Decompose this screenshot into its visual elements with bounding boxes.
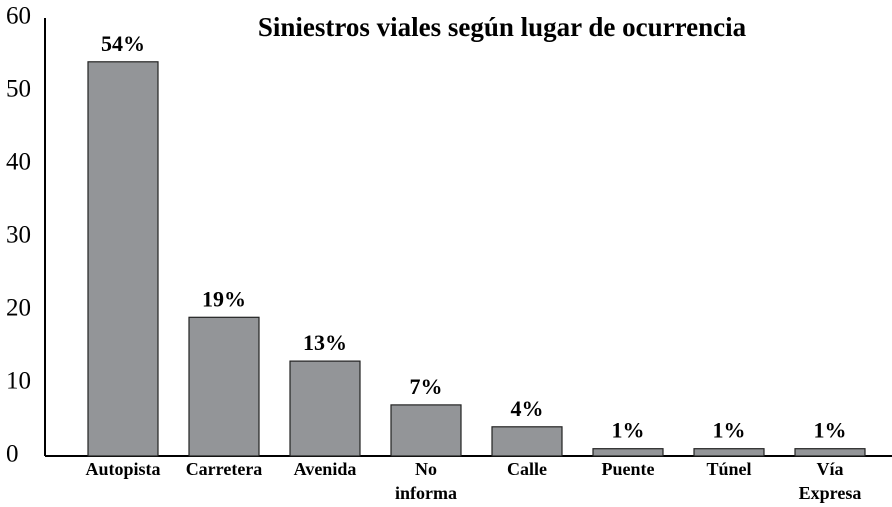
value-label: 1% bbox=[713, 418, 746, 443]
value-label: 19% bbox=[202, 286, 246, 311]
value-label: 13% bbox=[303, 330, 347, 355]
bar bbox=[188, 316, 260, 457]
y-tick-label: 10 bbox=[6, 368, 31, 395]
x-tick-label: Vía Expresa bbox=[799, 459, 862, 503]
x-tick-label: No informa bbox=[395, 459, 457, 503]
y-tick-label: 30 bbox=[6, 222, 31, 249]
bar bbox=[693, 448, 765, 457]
value-label: 54% bbox=[101, 31, 145, 56]
x-tick-label: Puente bbox=[602, 459, 655, 479]
y-tick-label: 0 bbox=[6, 441, 19, 468]
y-tick-label: 20 bbox=[6, 295, 31, 322]
x-tick-label: Carretera bbox=[186, 459, 263, 479]
y-tick-label: 50 bbox=[6, 76, 31, 103]
bar bbox=[794, 448, 866, 457]
bar bbox=[87, 61, 159, 457]
y-tick-label: 40 bbox=[6, 149, 31, 176]
bar bbox=[289, 360, 361, 457]
value-label: 4% bbox=[511, 396, 544, 421]
bar bbox=[491, 426, 563, 457]
value-label: 1% bbox=[612, 418, 645, 443]
value-label: 1% bbox=[814, 418, 847, 443]
x-tick-label: Calle bbox=[507, 459, 547, 479]
bar bbox=[592, 448, 664, 457]
x-tick-label: Avenida bbox=[294, 459, 357, 479]
chart-title: Siniestros viales según lugar de ocurren… bbox=[258, 12, 747, 42]
x-tick-label: Autopista bbox=[85, 459, 160, 479]
y-tick-label: 60 bbox=[6, 3, 31, 30]
x-tick-label: Túnel bbox=[706, 459, 751, 479]
bar bbox=[390, 404, 462, 457]
value-label: 7% bbox=[410, 374, 443, 399]
